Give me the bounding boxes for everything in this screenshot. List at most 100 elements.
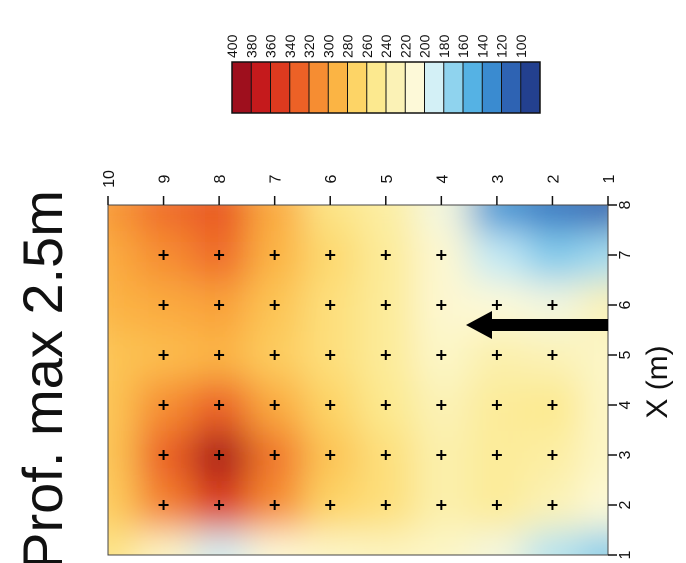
heatmap-cell — [357, 529, 415, 555]
x-axis-label: X (m) — [641, 345, 674, 418]
heatmap-cell — [108, 529, 137, 555]
colorbar-swatch — [232, 62, 252, 113]
x-tick-label: 8 — [617, 200, 634, 209]
measurement-point — [269, 400, 280, 410]
heatmap-cell — [412, 529, 471, 555]
measurement-point — [436, 500, 447, 510]
measurement-point — [436, 450, 447, 460]
colorbar-tick-label: 200 — [417, 34, 433, 58]
measurement-point — [380, 250, 391, 260]
colorbar-swatch — [251, 62, 271, 113]
heatmap-cell — [523, 529, 582, 555]
measurement-point — [436, 350, 447, 360]
heatmap-cell — [301, 205, 359, 231]
arrow-shaft — [488, 319, 608, 331]
measurement-point — [380, 350, 391, 360]
measurement-point — [269, 300, 280, 310]
measurement-point — [491, 450, 502, 460]
heatmap-cell — [468, 529, 526, 555]
colorbar-swatch — [366, 62, 387, 113]
x-tick-label: 1 — [617, 550, 634, 559]
measurement-point — [380, 500, 391, 510]
measurement-point — [158, 400, 169, 410]
y-tick-label: 10 — [101, 170, 118, 188]
y-tick-label: 5 — [379, 174, 396, 183]
measurement-point — [325, 450, 336, 460]
heatmap-cell — [579, 205, 608, 231]
measurement-point — [158, 250, 169, 260]
measurement-point — [325, 300, 336, 310]
measurement-point — [325, 500, 336, 510]
colorbar-tick-label: 380 — [243, 34, 259, 58]
colorbar-swatches — [232, 62, 541, 113]
measurement-point — [269, 350, 280, 360]
measurement-point — [214, 300, 225, 310]
measurement-point — [380, 450, 391, 460]
y-tick-label: 6 — [323, 174, 340, 183]
heatmap-cell — [357, 205, 415, 231]
colorbar-swatch — [443, 62, 464, 113]
measurement-point — [380, 400, 391, 410]
heatmap-cell — [579, 229, 608, 281]
colorbar-frame — [231, 61, 541, 114]
heatmap-cell — [245, 529, 304, 555]
heatmap-cell — [523, 229, 582, 281]
colorbar-swatch — [270, 62, 291, 113]
y-tick-label: 2 — [545, 174, 562, 183]
measurement-point — [436, 300, 447, 310]
y-tick-label: 4 — [434, 174, 451, 183]
measurement-point — [269, 250, 280, 260]
x-tick-label: 3 — [617, 450, 634, 459]
heatmap-cell — [468, 205, 526, 231]
heatmap-cell — [108, 279, 137, 331]
heatmap-cell — [468, 229, 526, 281]
measurement-point — [547, 300, 558, 310]
colorbar-ticks: 400 380 360 340 320 300 280 260 240 220 200 180 160 1… — [224, 34, 529, 113]
colorbar-tick-label: 400 — [224, 34, 240, 58]
measurement-point — [214, 500, 225, 510]
colorbar-tick-label: 320 — [301, 34, 317, 58]
heatmap-cell — [108, 429, 137, 481]
heatmap-cell — [190, 529, 248, 555]
plot-frame — [107, 204, 609, 556]
y-tick-label: 1 — [601, 174, 618, 183]
heatmap-cell — [579, 429, 608, 481]
colorbar: 400 380 360 340 320 300 280 260 240 220 200 180 160 1… — [224, 34, 541, 114]
colorbar-swatch — [386, 62, 406, 113]
measurement-point — [325, 400, 336, 410]
heatmap-cell — [108, 205, 137, 231]
x-tick-label: 5 — [617, 350, 634, 359]
measurement-point — [547, 450, 558, 460]
colorbar-tick-label: 160 — [455, 34, 471, 58]
colorbar-tick-label: 280 — [340, 34, 356, 58]
measurement-point — [380, 300, 391, 310]
heatmap-cell — [579, 379, 608, 431]
y-tick-label: 8 — [212, 174, 229, 183]
y-tick-label: 9 — [157, 174, 174, 183]
measurement-point — [436, 400, 447, 410]
colorbar-swatch — [482, 62, 502, 113]
x-tick-label: 2 — [617, 500, 634, 509]
colorbar-tick-label: 240 — [378, 34, 394, 58]
measurement-point — [547, 400, 558, 410]
measurement-point — [436, 250, 447, 260]
heatmap-cell — [134, 205, 193, 231]
colorbar-swatch — [424, 62, 445, 113]
heatmap-cell — [301, 529, 359, 555]
heatmap-area — [108, 205, 608, 555]
colorbar-swatch — [289, 62, 310, 113]
heatmap-cell — [579, 479, 608, 531]
measurement-point — [214, 250, 225, 260]
measurement-point — [158, 450, 169, 460]
measurement-point — [325, 350, 336, 360]
direction-arrow — [466, 311, 608, 339]
colorbar-tick-label: 340 — [282, 34, 298, 58]
colorbar-tick-label: 300 — [320, 34, 336, 58]
y-axis-ticks: 1 2 3 4 5 6 7 8 9 10 — [101, 170, 618, 205]
measurement-point — [269, 500, 280, 510]
colorbar-swatch — [347, 62, 368, 113]
measurement-point — [325, 250, 336, 260]
measurement-point — [214, 400, 225, 410]
measurement-points — [158, 250, 558, 510]
